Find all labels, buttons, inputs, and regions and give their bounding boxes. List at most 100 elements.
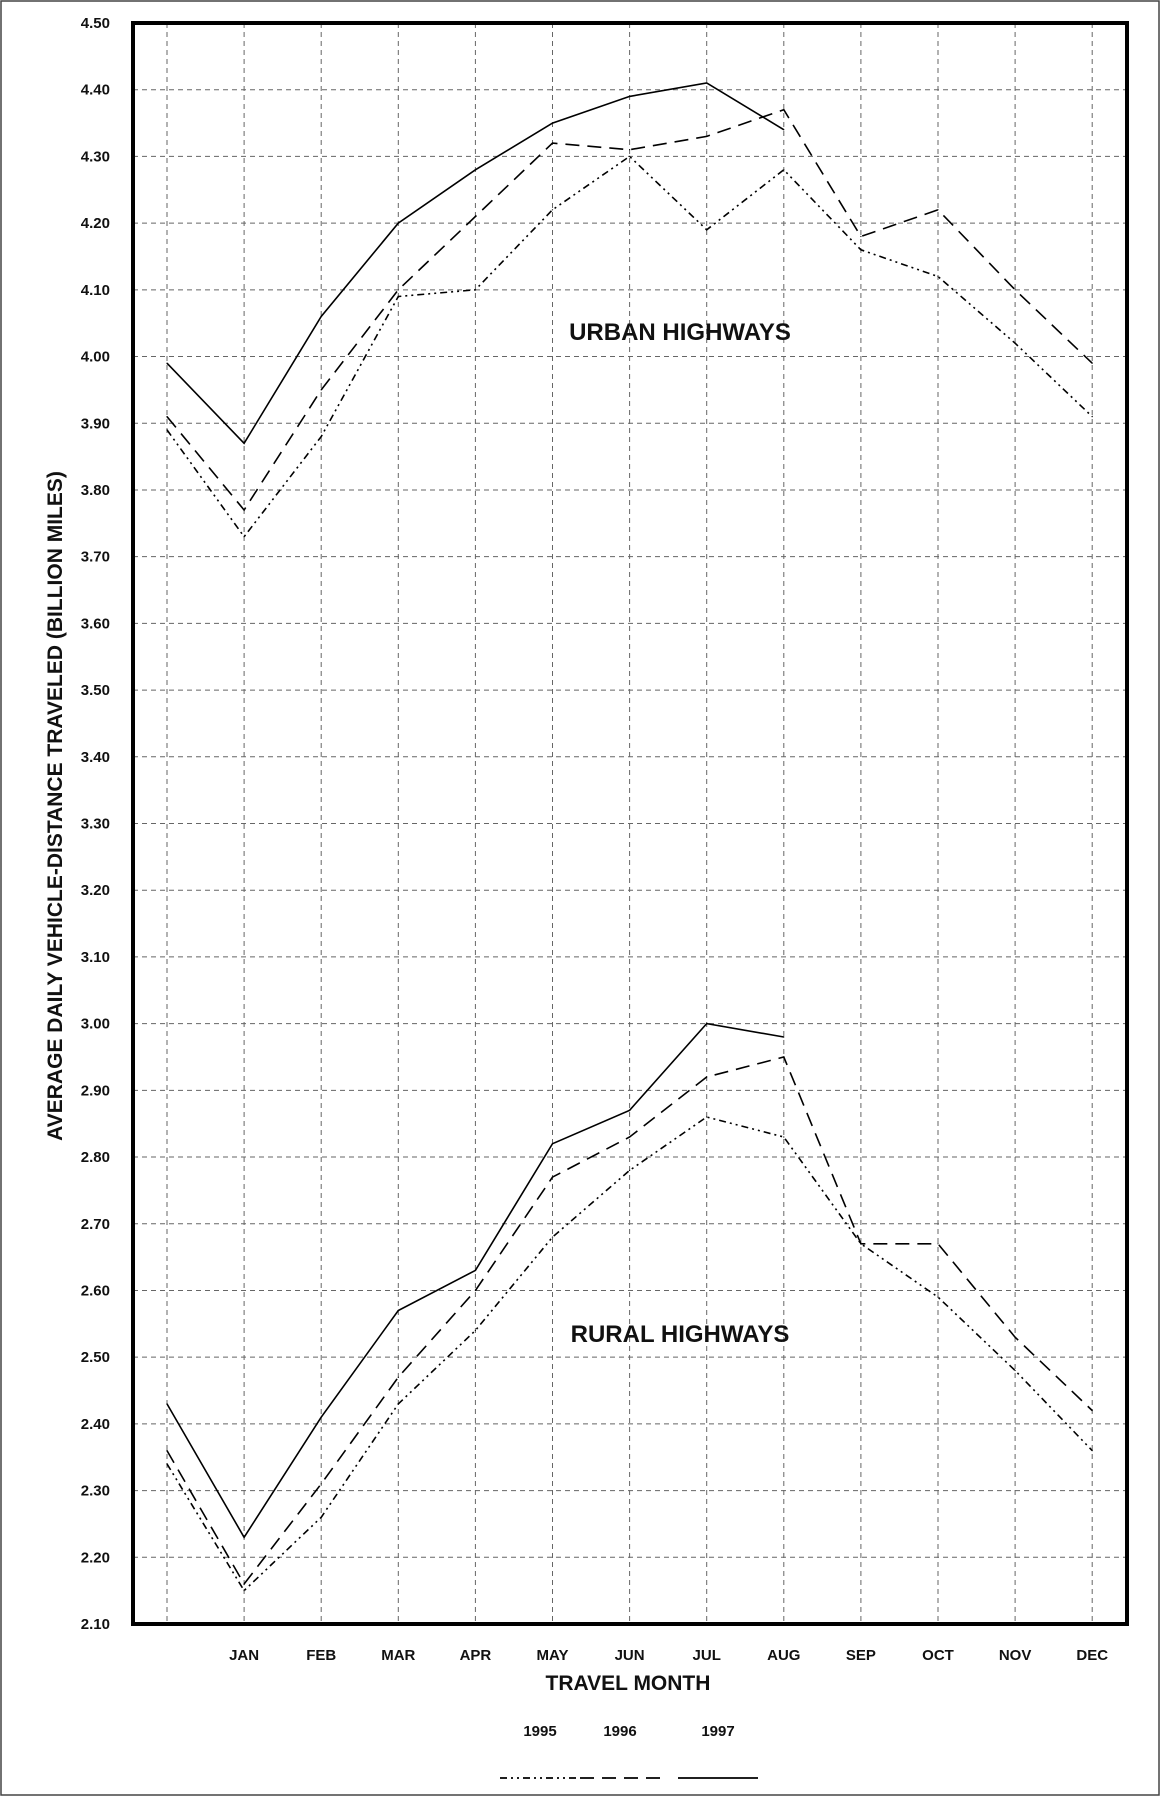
data-point-urban-1996 <box>1091 362 1093 364</box>
data-point-rural-1995 <box>551 1236 554 1238</box>
x-axis-title: TRAVEL MONTH <box>546 1672 711 1695</box>
data-point-rural-1996 <box>1014 1336 1016 1338</box>
data-point-rural-1995 <box>937 1296 939 1298</box>
grid-lines <box>133 22 1127 1625</box>
data-point-rural-1997 <box>397 1309 399 1312</box>
data-point-urban-1996 <box>937 209 939 211</box>
data-point-rural-1997 <box>166 1403 168 1405</box>
y-tick-label: 2.40 <box>81 1416 110 1433</box>
data-point-rural-1995 <box>474 1329 476 1332</box>
x-tick-label: MAY <box>537 1647 569 1664</box>
data-point-urban-1997 <box>783 129 785 131</box>
data-point-urban-1997 <box>629 95 631 97</box>
data-point-rural-1995 <box>243 1590 245 1592</box>
data-point-urban-1995 <box>706 229 708 231</box>
data-point-urban-1995 <box>629 155 631 157</box>
data-point-rural-1996 <box>860 1243 862 1245</box>
x-tick-label: OCT <box>922 1647 954 1664</box>
data-point-urban-1996 <box>860 235 862 238</box>
y-axis-title: AVERAGE DAILY VEHICLE-DISTANCE TRAVELED … <box>44 471 67 1141</box>
data-point-rural-1995 <box>783 1136 785 1138</box>
data-point-urban-1996 <box>629 149 631 151</box>
y-tick-label: 2.60 <box>81 1282 110 1299</box>
data-point-urban-1995 <box>320 436 322 438</box>
data-point-rural-1996 <box>551 1176 554 1178</box>
y-tick-label: 3.70 <box>81 549 110 566</box>
data-point-urban-1996 <box>243 509 245 511</box>
y-tick-label: 2.90 <box>81 1082 110 1099</box>
y-tick-label: 2.10 <box>81 1616 110 1633</box>
data-point-rural-1996 <box>629 1136 631 1138</box>
data-point-urban-1995 <box>937 275 939 278</box>
data-point-urban-1995 <box>1091 416 1093 418</box>
x-tick-label: JAN <box>229 1647 259 1664</box>
y-tick-label: 3.40 <box>81 749 110 766</box>
data-point-rural-1995 <box>1091 1450 1093 1452</box>
x-tick-label: MAR <box>381 1647 415 1664</box>
data-point-rural-1997 <box>629 1109 631 1111</box>
y-tick-label: 4.30 <box>81 148 110 165</box>
data-point-urban-1997 <box>474 169 476 171</box>
x-tick-label: NOV <box>999 1647 1032 1664</box>
data-point-rural-1996 <box>1091 1409 1093 1412</box>
data-point-urban-1995 <box>783 169 785 171</box>
data-point-urban-1996 <box>1014 289 1016 291</box>
y-tick-label: 3.10 <box>81 949 110 966</box>
legend: 1995 1996 1997 <box>500 1723 758 1779</box>
data-point-urban-1996 <box>320 389 322 391</box>
data-point-rural-1995 <box>320 1516 322 1518</box>
x-tick-label: SEP <box>846 1647 876 1664</box>
x-tick-label: AUG <box>767 1647 800 1664</box>
data-point-rural-1996 <box>397 1376 399 1378</box>
legend-label-1997: 1997 <box>701 1723 734 1740</box>
data-point-rural-1995 <box>1014 1369 1016 1372</box>
y-tick-label: 2.70 <box>81 1216 110 1233</box>
annotation-urban: URBAN HIGHWAYS <box>569 319 791 346</box>
data-point-rural-1996 <box>320 1483 322 1485</box>
data-point-urban-1995 <box>474 289 476 291</box>
data-point-rural-1996 <box>243 1583 245 1585</box>
y-tick-label: 3.50 <box>81 682 110 699</box>
data-point-rural-1997 <box>551 1143 554 1145</box>
y-tick-label: 3.20 <box>81 882 110 899</box>
data-point-urban-1997 <box>320 315 322 318</box>
series-line-rural-1997 <box>166 1022 784 1539</box>
x-tick-label: JUN <box>615 1647 645 1664</box>
y-tick-label: 4.00 <box>81 349 110 366</box>
series-line-urban-1997 <box>166 82 785 445</box>
y-tick-label: 3.90 <box>81 415 110 432</box>
data-point-urban-1996 <box>551 142 554 144</box>
data-point-urban-1996 <box>783 109 785 111</box>
data-point-rural-1995 <box>166 1463 168 1465</box>
legend-label-1996: 1996 <box>603 1723 636 1740</box>
data-point-urban-1997 <box>243 442 245 444</box>
annotation-rural: RURAL HIGHWAYS <box>571 1321 790 1348</box>
data-point-urban-1996 <box>397 289 399 291</box>
x-tick-label: DEC <box>1076 1647 1108 1664</box>
y-tick-label: 2.80 <box>81 1149 110 1166</box>
x-tick-label: APR <box>460 1647 492 1664</box>
data-point-rural-1996 <box>474 1289 476 1292</box>
y-tick-label: 2.30 <box>81 1483 110 1500</box>
x-tick-label: JUL <box>693 1647 721 1664</box>
y-tick-label: 4.50 <box>81 15 110 32</box>
data-point-urban-1995 <box>860 249 862 251</box>
y-tick-labels: 4.50 4.40 4.30 4.20 4.10 4.00 3.90 3.80 3.70 3.60… <box>81 15 110 1633</box>
data-point-urban-1995 <box>397 295 399 298</box>
data-point-urban-1997 <box>551 122 554 124</box>
y-tick-label: 2.20 <box>81 1549 110 1566</box>
data-point-urban-1997 <box>397 222 399 224</box>
y-tick-label: 4.20 <box>81 215 110 232</box>
data-point-rural-1997 <box>706 1023 708 1025</box>
data-point-rural-1996 <box>783 1056 785 1058</box>
y-tick-label: 3.00 <box>81 1016 110 1033</box>
x-tick-labels: JAN FEB MAR APR MAY JUN JUL AUG SEP OCT NOV DEC <box>229 1647 1108 1664</box>
data-point-rural-1996 <box>937 1243 939 1245</box>
y-tick-label: 3.80 <box>81 482 110 499</box>
data-point-rural-1996 <box>706 1076 708 1078</box>
data-point-rural-1997 <box>320 1416 322 1418</box>
plot-frame <box>131 21 1129 1626</box>
